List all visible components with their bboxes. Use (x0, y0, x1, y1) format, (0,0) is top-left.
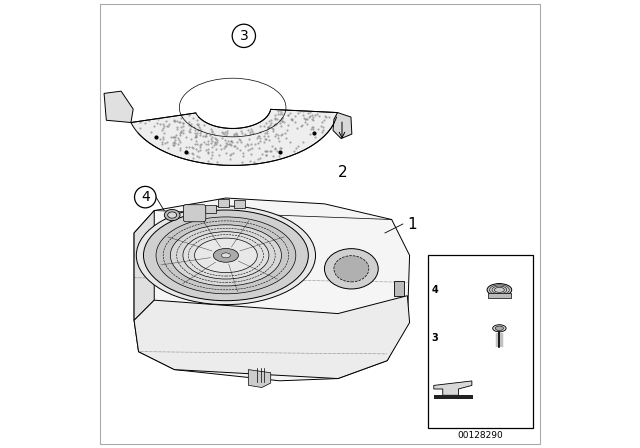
Ellipse shape (487, 284, 512, 296)
Ellipse shape (170, 225, 282, 286)
Ellipse shape (493, 325, 506, 332)
Polygon shape (248, 370, 271, 388)
Text: 3: 3 (431, 333, 438, 343)
Polygon shape (134, 296, 410, 379)
Ellipse shape (324, 249, 378, 289)
Polygon shape (333, 112, 352, 138)
Ellipse shape (495, 326, 504, 331)
Text: 4: 4 (141, 190, 150, 204)
Polygon shape (134, 198, 410, 381)
Bar (394, 281, 404, 296)
Bar (205, 205, 216, 213)
Bar (234, 200, 244, 208)
Bar (218, 199, 229, 207)
Bar (488, 293, 511, 298)
FancyBboxPatch shape (183, 205, 205, 222)
Text: 00128290: 00128290 (458, 431, 504, 440)
Polygon shape (434, 381, 472, 395)
Circle shape (134, 186, 156, 208)
Polygon shape (134, 211, 154, 320)
Bar (434, 395, 473, 399)
Polygon shape (131, 109, 337, 165)
Text: 3: 3 (239, 29, 248, 43)
Ellipse shape (143, 210, 308, 301)
Ellipse shape (213, 249, 239, 262)
Ellipse shape (164, 209, 180, 220)
Ellipse shape (156, 217, 296, 294)
Ellipse shape (334, 256, 369, 282)
Ellipse shape (183, 232, 269, 279)
Ellipse shape (195, 238, 257, 272)
Ellipse shape (136, 206, 316, 305)
Circle shape (232, 24, 255, 47)
Bar (428, 255, 532, 428)
Text: 1: 1 (407, 216, 417, 232)
Polygon shape (104, 91, 133, 122)
Text: 4: 4 (431, 285, 438, 295)
Text: 2: 2 (338, 165, 348, 180)
Ellipse shape (168, 212, 177, 218)
Ellipse shape (221, 253, 230, 258)
